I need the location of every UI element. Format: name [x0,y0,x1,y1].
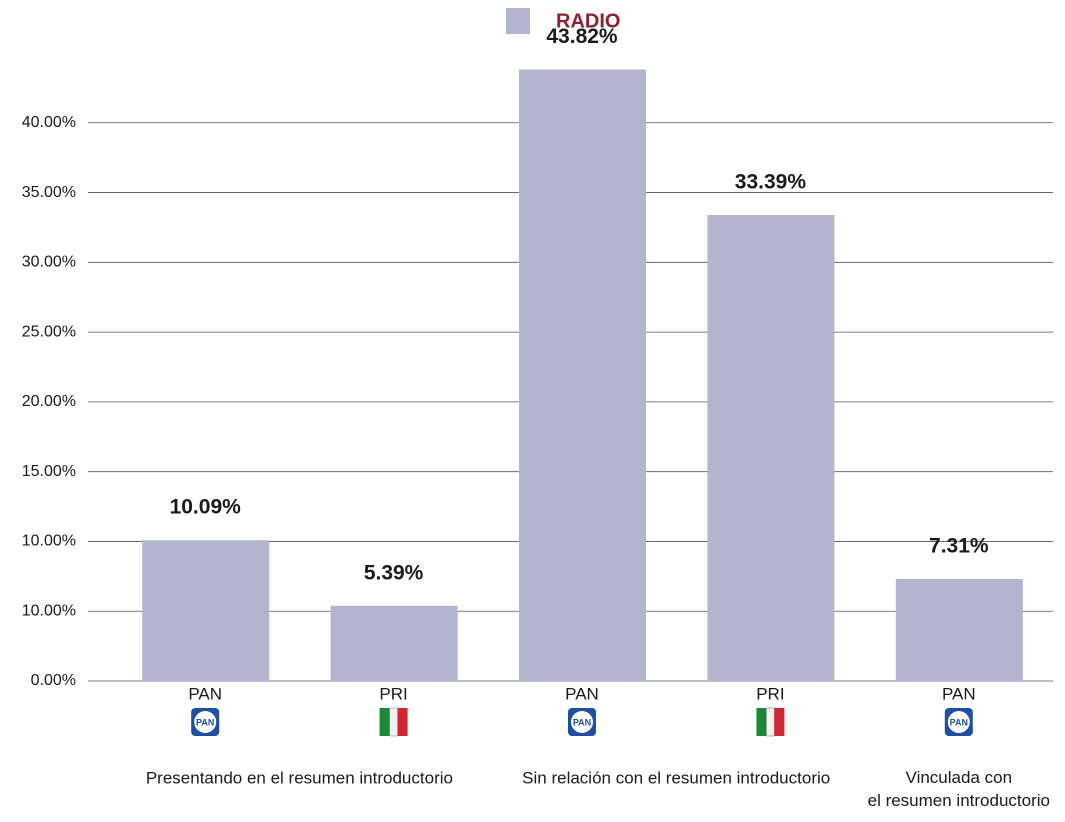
pan-logo-text: PAN [196,717,214,727]
legend-swatch [506,8,530,34]
group-label: Presentando en el resumen introductorio [146,768,453,787]
pri-logo-white [389,707,398,737]
value-label: 33.39% [735,171,807,194]
y-tick-label: 0.00% [31,672,76,689]
x-tick-label: PAN [565,684,599,703]
group-label: Vinculada con el resumen introductorio [868,768,1050,810]
value-label: 7.31% [929,535,989,558]
value-label: 5.39% [364,561,424,584]
y-tick-label: 15.00% [22,463,76,480]
y-tick-label: 10.00% [22,533,76,550]
value-label: 10.09% [170,496,242,519]
bar [707,215,835,682]
bar [519,69,646,682]
pan-logo-ring [194,711,217,733]
group-label-line: Vinculada con [906,768,1013,787]
pan-logo-text: PAN [950,717,968,727]
x-tick-label: PAN [942,684,976,703]
value-label: 43.82% [546,25,618,48]
pri-logo-green [756,708,767,736]
group-label: Sin relación con el resumen introductori… [522,768,830,787]
x-tick-label: PAN [188,684,222,703]
y-tick-label: 25.00% [22,323,76,340]
bar [330,605,458,681]
y-tick-label: 10.00% [22,602,76,619]
y-tick-label: 35.00% [22,184,76,201]
legend-label: RADIO [556,10,620,32]
pri-logo-red [397,708,408,736]
bar [142,540,270,681]
bar [895,578,1023,681]
pan-logo-ring [947,711,970,733]
x-tick-label: PRI [379,684,407,703]
group-label-line: el resumen introductorio [868,791,1050,810]
pri-logo-green [379,708,390,736]
y-tick-label: 30.00% [22,254,76,271]
y-tick-label: 40.00% [22,114,76,131]
pan-logo-ring [571,711,593,733]
pan-logo-text: PAN [573,717,591,727]
pri-logo-red [774,708,785,736]
y-tick-label: 20.00% [22,393,76,410]
pri-logo-white [766,707,775,737]
x-tick-label: PRI [756,684,784,703]
